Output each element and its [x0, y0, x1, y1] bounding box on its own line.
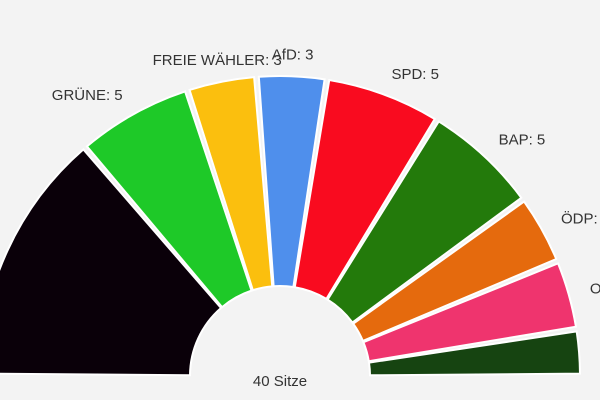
segment-freie-waehler — [188, 76, 274, 292]
label-gruene: GRÜNE: 5 — [52, 86, 123, 104]
label-oedp: ÖDP: 3 — [561, 210, 600, 228]
label-bap: BAP: 5 — [499, 132, 546, 149]
segment-ol — [362, 262, 578, 363]
label-freie-waehler: FREIE WÄHLER: 3 — [153, 52, 282, 69]
label-ol: OL — [590, 281, 600, 298]
segment-spd — [293, 78, 437, 301]
segment-bap — [326, 120, 523, 324]
segment-a — [367, 330, 581, 377]
segment-party-0 — [0, 148, 223, 377]
seat-segments — [0, 75, 581, 377]
segment-gruene — [85, 90, 253, 309]
segment-afd — [257, 75, 326, 289]
label-spd: SPD: 5 — [391, 66, 439, 83]
total-seats-label: 40 Sitze — [253, 373, 307, 390]
label-afd: AfD: 3 — [272, 46, 314, 63]
segment-oedp — [351, 200, 558, 343]
